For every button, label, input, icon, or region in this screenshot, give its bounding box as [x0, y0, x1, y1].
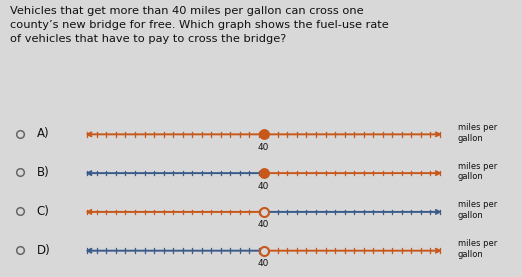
Text: A): A) [37, 127, 49, 140]
Text: 40: 40 [258, 259, 269, 268]
Text: miles per
gallon: miles per gallon [457, 239, 497, 259]
Text: C): C) [37, 205, 50, 218]
Text: 40: 40 [258, 182, 269, 191]
Text: Vehicles that get more than 40 miles per gallon can cross one
county’s new bridg: Vehicles that get more than 40 miles per… [10, 6, 389, 43]
Text: 40: 40 [258, 143, 269, 152]
Text: B): B) [37, 166, 49, 179]
Text: miles per
gallon: miles per gallon [457, 200, 497, 220]
Text: miles per
gallon: miles per gallon [457, 161, 497, 181]
Text: 40: 40 [258, 220, 269, 229]
Text: D): D) [37, 243, 50, 257]
Text: miles per
gallon: miles per gallon [457, 123, 497, 143]
